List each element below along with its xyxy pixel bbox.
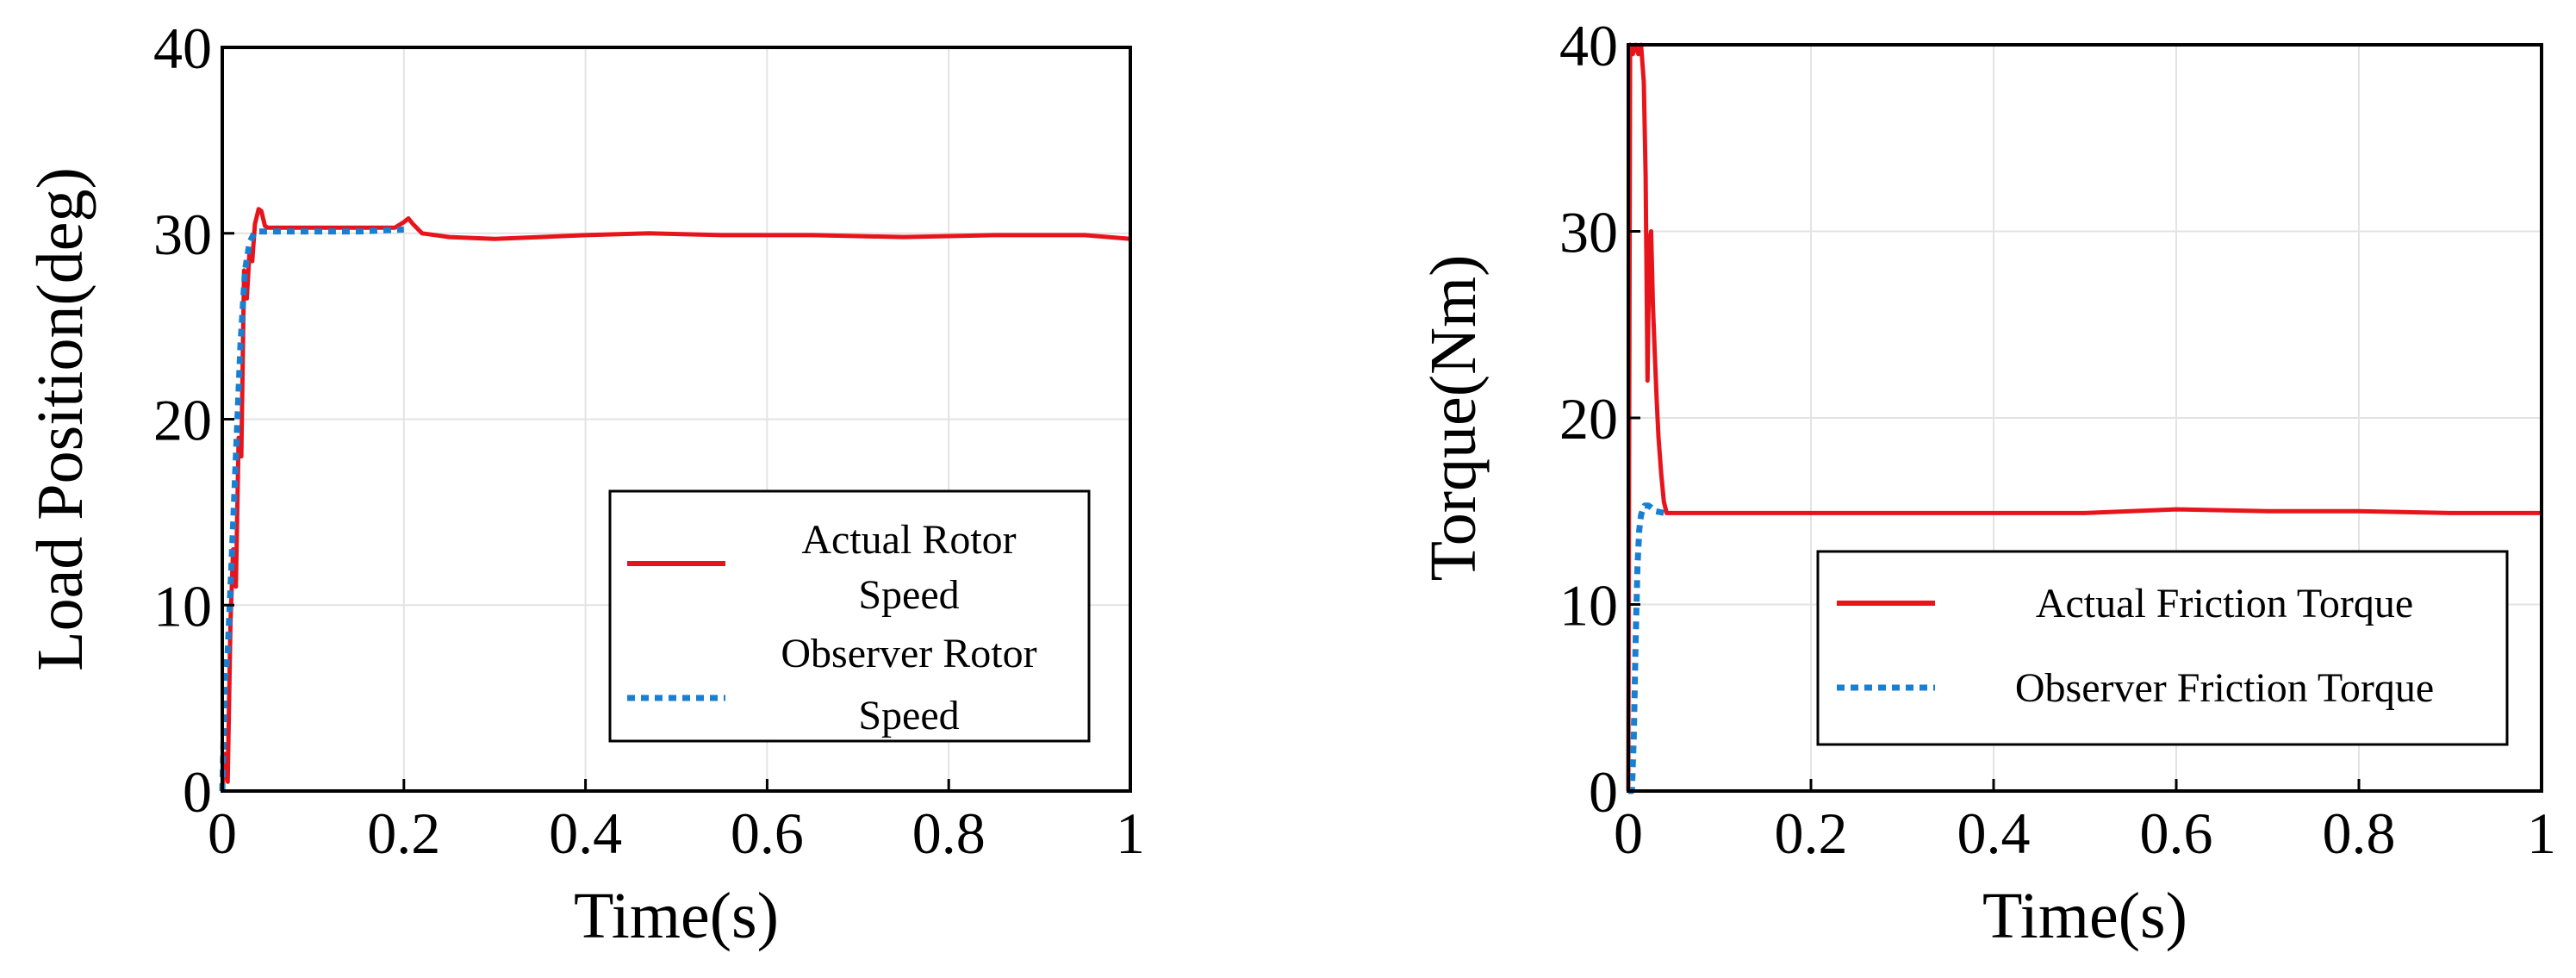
- y-tick-label: 20: [1559, 386, 1618, 452]
- x-tick-label: 1: [2527, 800, 2556, 866]
- x-tick-label: 0: [1614, 800, 1643, 866]
- x-tick-label: 0.6: [2140, 800, 2213, 866]
- y-tick-label: 30: [1559, 200, 1618, 265]
- x-tick-label: 0.8: [912, 800, 986, 866]
- legend-label: Speed: [858, 572, 959, 618]
- legend-label: Speed: [858, 693, 959, 738]
- y-tick-label: 40: [1559, 13, 1618, 78]
- x-axis-title: Time(s): [1982, 880, 2187, 952]
- torque-chart: 0 0.2 0.4 0.6 0.8 1010203040Time(s)Torque(Nm)…: [1417, 13, 2556, 952]
- x-tick-label: 0.8: [2323, 800, 2396, 866]
- legend: Actual Friction Torque Observer Friction …: [1816, 550, 2509, 746]
- legend-label: Observer Friction Torque: [2015, 665, 2434, 711]
- y-tick-label: 0: [1589, 759, 1618, 825]
- y-axis-title: Torque(Nm): [1417, 255, 1490, 582]
- x-tick-label: 0.6: [731, 800, 804, 866]
- observer-series-line: [1628, 502, 1666, 794]
- legend: Actual Rotor Speed Observer Rotor Speed: [608, 489, 1091, 743]
- legend-box: [1816, 550, 2509, 746]
- observer-series-line: [219, 226, 404, 792]
- actual-series-line: [220, 207, 1131, 792]
- x-tick-label: 0.2: [367, 800, 440, 866]
- x-tick-label: 1: [1116, 800, 1145, 866]
- y-tick-label: 20: [153, 388, 212, 453]
- legend-label: Observer Rotor: [781, 631, 1036, 676]
- y-tick-label: 30: [153, 202, 212, 267]
- legend-label: Actual Rotor: [801, 517, 1016, 563]
- x-tick-label: 0.2: [1775, 800, 1848, 866]
- y-tick-label: 40: [153, 16, 212, 81]
- x-axis-title: Time(s): [574, 880, 779, 952]
- y-tick-label: 10: [153, 573, 212, 639]
- y-tick-label: 10: [1559, 573, 1618, 639]
- legend-label: Actual Friction Torque: [2036, 581, 2413, 626]
- y-axis-title: Load Position(deg): [24, 167, 96, 671]
- x-tick-label: 0: [208, 800, 237, 866]
- y-tick-label: 0: [183, 759, 212, 825]
- x-tick-label: 0.4: [1957, 800, 2031, 866]
- x-tick-label: 0.4: [549, 800, 622, 866]
